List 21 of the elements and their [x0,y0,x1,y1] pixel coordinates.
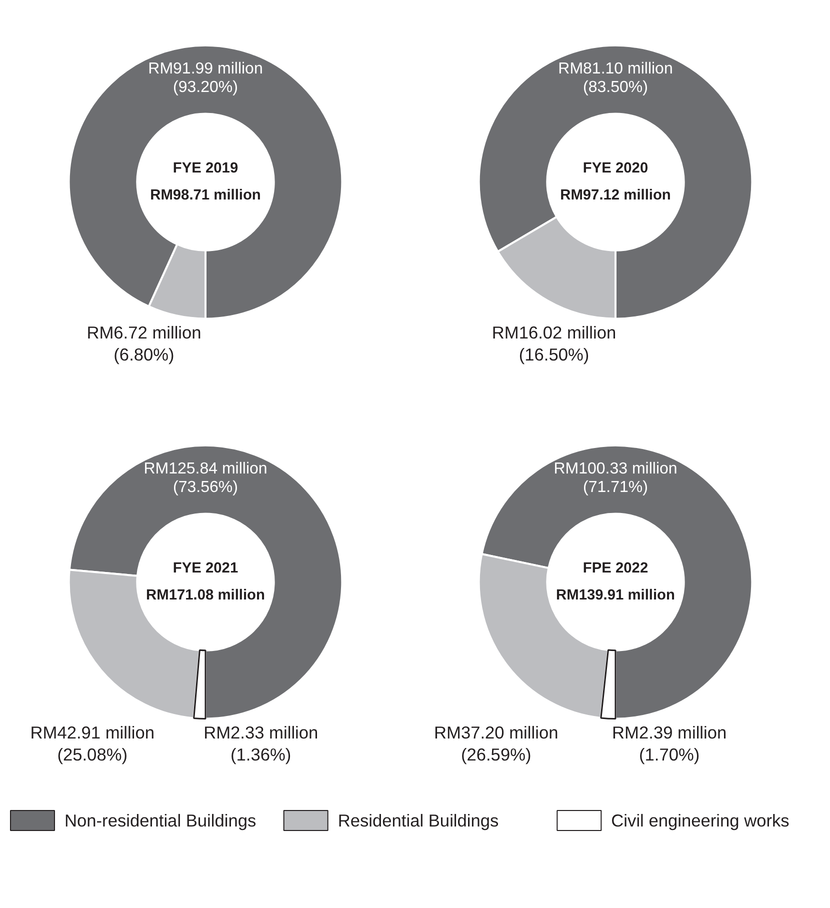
data-label: RM100.33 million (71.71%) [554,460,678,496]
legend-label: Residential Buildings [338,810,500,830]
data-label: RM37.20 million (26.59%) [434,722,558,765]
data-label: RM6.72 million (6.80%) [86,322,202,365]
text: RM171.08 million [146,588,266,604]
data-label: RM125.84 million (73.56%) [144,460,268,496]
legend-label: Non-residential Buildings [64,810,257,830]
text: RM98.71 million [150,188,261,204]
data-label: RM2.33 million (1.36%) [204,722,318,765]
text: RM97.12 million [560,188,671,204]
text: RM139.91 million [556,588,676,604]
legend-label: Civil engineering works [611,810,790,830]
text: FPE 2022 [582,560,648,576]
text: FYE 2021 [172,560,238,576]
data-label: RM91.99 million (93.20%) [148,60,263,96]
data-label: RM42.91 million (25.08%) [30,722,154,765]
text: FYE 2020 [582,160,648,176]
data-label: RM81.10 million (83.50%) [558,60,673,96]
data-label: RM16.02 million (16.50%) [492,322,616,365]
text: FYE 2019 [172,160,238,176]
data-label: RM2.39 million (1.70%) [612,722,727,765]
